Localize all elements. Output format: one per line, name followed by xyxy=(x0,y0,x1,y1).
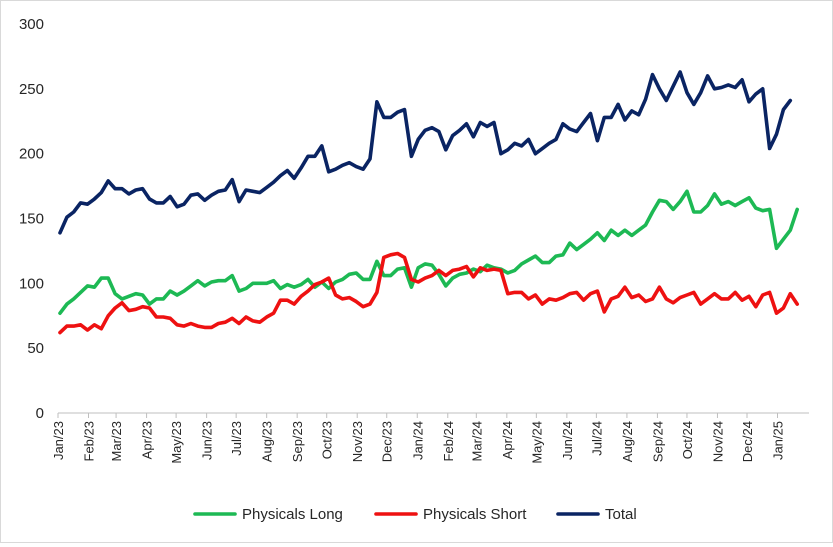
x-tick-label: Jul/23 xyxy=(229,421,244,456)
legend-label: Total xyxy=(605,506,637,523)
x-axis: Jan/23 Feb/23 Mar/23 Apr/23 May/23 Jun/23 Jul/… xyxy=(51,412,809,464)
x-tick-label: Nov/23 xyxy=(350,421,365,462)
x-tick-label: Dec/23 xyxy=(380,421,395,462)
legend-label: Physicals Long xyxy=(242,506,343,523)
series-line-physicals-long xyxy=(58,189,800,316)
x-tick-label: Jan/23 xyxy=(51,421,66,460)
series-line-total xyxy=(58,70,793,235)
plot-area xyxy=(58,70,800,335)
x-tick-label: May/23 xyxy=(169,421,184,464)
x-tick-label: Jan/24 xyxy=(410,421,425,460)
y-tick-label: 50 xyxy=(27,340,44,357)
y-tick-label: 250 xyxy=(19,81,44,98)
y-tick-label: 150 xyxy=(19,211,44,228)
x-tick-label: Apr/24 xyxy=(500,421,515,459)
x-tick-label: Jun/24 xyxy=(560,421,575,460)
x-tick-label: Sep/24 xyxy=(650,421,665,462)
x-tick-label: Sep/23 xyxy=(290,421,305,462)
x-tick-label: Nov/24 xyxy=(710,421,725,462)
x-tick-label: Oct/24 xyxy=(680,421,695,459)
x-tick-label: Jun/23 xyxy=(200,421,215,460)
x-tick-label: Dec/24 xyxy=(740,421,755,462)
x-tick-label: May/24 xyxy=(529,421,544,464)
x-tick-label: Mar/24 xyxy=(469,421,484,461)
x-tick-label: Oct/23 xyxy=(320,421,335,459)
x-tick-label: Mar/23 xyxy=(109,421,124,461)
y-tick-label: 300 xyxy=(19,16,44,33)
x-tick-label: Aug/24 xyxy=(620,421,635,462)
x-tick-label: Feb/24 xyxy=(441,421,456,461)
y-tick-label: 0 xyxy=(36,405,44,422)
x-tick-label: Aug/23 xyxy=(260,421,275,462)
legend: Physicals Long Physicals Short Total xyxy=(193,506,637,523)
x-tick-label: Feb/23 xyxy=(82,421,97,461)
y-tick-label: 200 xyxy=(19,146,44,163)
series-line-physicals-short xyxy=(58,251,800,335)
legend-label: Physicals Short xyxy=(423,506,527,523)
x-tick-label: Jan/25 xyxy=(771,421,786,460)
y-axis: 0 50 100 150 200 250 300 xyxy=(19,16,44,422)
x-tick-label: Apr/23 xyxy=(140,421,155,459)
y-tick-label: 100 xyxy=(19,275,44,292)
x-tick-label: Jul/24 xyxy=(589,421,604,456)
